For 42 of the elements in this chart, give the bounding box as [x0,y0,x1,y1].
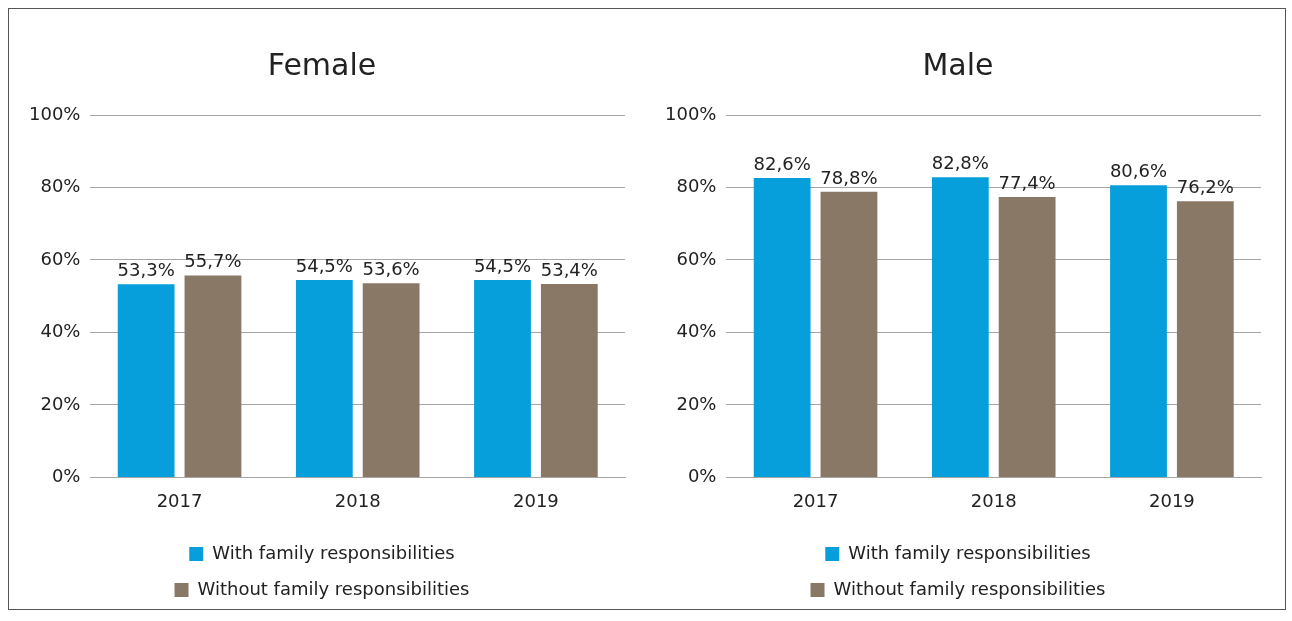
x-tick-label: 2019 [513,489,559,511]
bar [1176,201,1234,477]
data-label: 80,6% [1109,159,1168,181]
data-label: 82,6% [753,152,811,174]
bar [998,196,1056,477]
y-tick-label: 100% [664,102,717,124]
y-tick-label: 60% [40,247,81,269]
y-tick-label: 100% [28,102,81,124]
data-label: 78,8% [820,166,878,188]
bar [1110,185,1167,477]
data-label: 54,5% [473,254,532,276]
y-tick-label: 0% [687,465,717,487]
data-label: 54,5% [295,254,353,276]
data-label: 82,8% [931,152,989,173]
data-label: 53,4% [540,258,598,280]
data-label: 55,7% [184,250,242,272]
chart-title: Female [267,46,377,82]
y-tick-label: 40% [40,320,81,342]
y-tick-label: 60% [676,247,717,269]
x-tick-label: 2018 [334,489,381,511]
data-label: 76,2% [1176,175,1234,197]
x-tick-label: 2018 [970,489,1017,511]
y-tick-label: 0% [51,465,81,487]
legend-label: Without family responsibilities [197,577,470,599]
x-tick-label: 2017 [792,489,839,511]
data-label: 53,6% [362,257,420,279]
x-tick-label: 2019 [1149,489,1195,511]
y-tick-label: 80% [40,175,81,197]
y-tick-label: 20% [676,392,717,414]
legend-label: With family responsibilities [848,541,1091,563]
legend-label: Without family responsibilities [833,577,1106,599]
x-tick-label: 2017 [156,489,203,511]
y-tick-label: 80% [676,175,717,197]
bar [820,191,878,477]
chart-title: Male [922,46,994,82]
y-tick-label: 40% [676,320,717,342]
legend-label: With family responsibilities [212,541,455,563]
y-tick-label: 20% [40,392,81,414]
data-label: 77,4% [998,171,1056,193]
bar [931,177,989,477]
bar [753,178,811,477]
data-label: 53,3% [117,258,175,280]
